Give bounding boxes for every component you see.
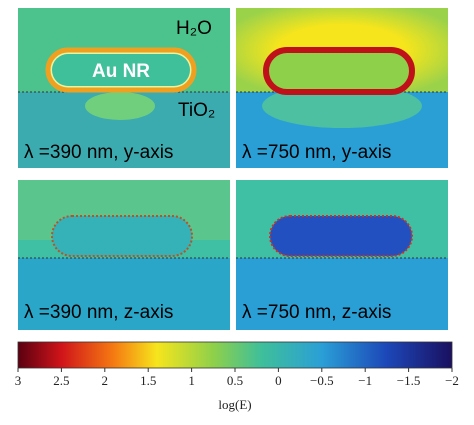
tick-label: 1 — [188, 373, 195, 388]
tick-label: 0 — [275, 373, 282, 388]
colorbar — [17, 341, 453, 369]
tick-label: 2.5 — [53, 373, 69, 388]
colorbar-label: log(E) — [218, 397, 251, 412]
field-map — [85, 92, 155, 120]
caption: λ =750 nm, y-axis — [242, 142, 391, 163]
tick-label: 2 — [102, 373, 109, 388]
medium-label: TiO₂ — [178, 100, 215, 121]
nanorod — [263, 47, 415, 95]
panel: Au NR H₂O TiO₂ λ =390 nm, y-axis — [18, 8, 230, 168]
field-map — [236, 258, 448, 330]
panel: λ =390 nm, z-axis — [18, 180, 230, 330]
particle-label: Au NR — [92, 61, 150, 82]
tick-label: −1 — [358, 373, 372, 388]
field-map — [18, 258, 230, 330]
tick-label: 1.5 — [140, 373, 156, 388]
tick-label: 0.5 — [227, 373, 243, 388]
tick-label: −1.5 — [397, 373, 421, 388]
caption: λ =750 nm, z-axis — [242, 302, 391, 323]
tick-label: 3 — [15, 373, 22, 388]
tick-label: −0.5 — [310, 373, 334, 388]
caption: λ =390 nm, y-axis — [24, 142, 173, 163]
nanorod — [269, 215, 413, 257]
nanorod — [51, 215, 193, 257]
colorbar-ticks: 3 2.5 2 1.5 1 0.5 0 −0.5 −1 −1.5 −2 — [15, 368, 459, 388]
caption: λ =390 nm, z-axis — [24, 302, 173, 323]
medium-label: H₂O — [176, 18, 212, 39]
nanorod — [52, 54, 190, 86]
panel: λ =750 nm, y-axis — [236, 8, 448, 168]
tick-label: −2 — [445, 373, 459, 388]
panel: λ =750 nm, z-axis — [236, 180, 448, 330]
